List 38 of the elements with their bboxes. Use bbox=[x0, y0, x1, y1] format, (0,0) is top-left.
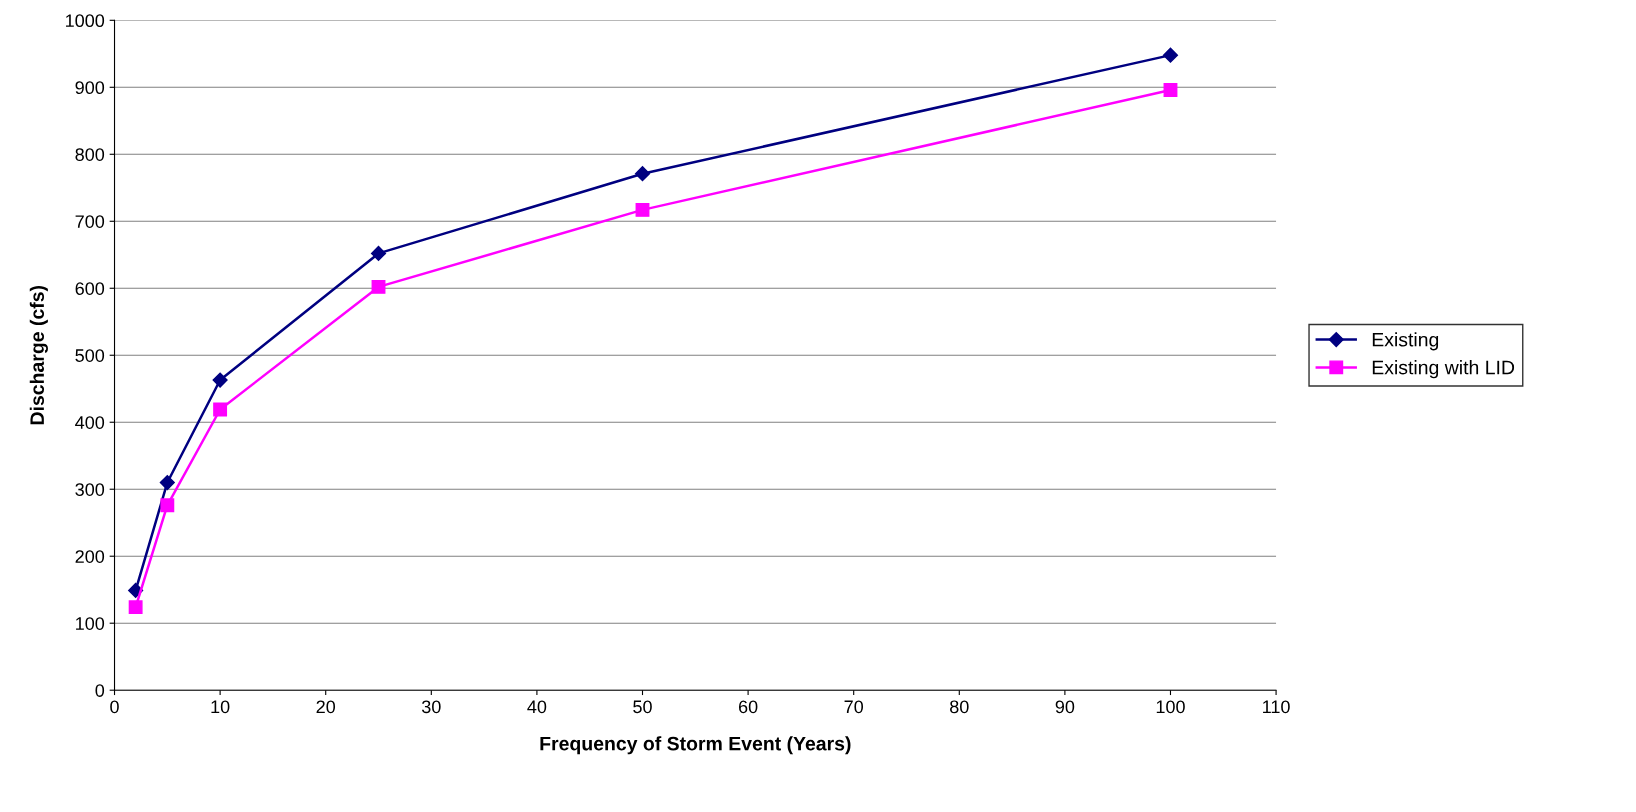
x-tick-label: 70 bbox=[844, 700, 864, 714]
point bbox=[371, 279, 386, 294]
y-tick-label: 1000 bbox=[66, 14, 105, 28]
x-tick-label: 40 bbox=[527, 700, 547, 714]
y-tick-label: 800 bbox=[75, 148, 105, 161]
point bbox=[160, 498, 175, 513]
point bbox=[128, 600, 143, 615]
legend-label: Existing bbox=[1372, 332, 1439, 351]
y-tick-label: 600 bbox=[75, 282, 105, 295]
y-axis-title: Discharge (cfs) bbox=[29, 285, 48, 425]
x-tick-label: 80 bbox=[950, 700, 969, 714]
x-tick-label: 20 bbox=[316, 700, 336, 714]
point bbox=[1163, 83, 1178, 97]
x-tick-label: 10 bbox=[211, 700, 230, 714]
point bbox=[1162, 47, 1179, 63]
legend-label: Existing with LID bbox=[1372, 360, 1515, 379]
y-tick-label: 700 bbox=[75, 215, 105, 228]
x-axis-title: Frequency of Storm Event (Years) bbox=[540, 736, 851, 755]
point bbox=[370, 245, 387, 261]
point bbox=[213, 402, 228, 417]
y-tick-label: 300 bbox=[75, 483, 105, 496]
x-tick-label: 60 bbox=[738, 700, 758, 714]
y-tick-label: 100 bbox=[76, 617, 105, 630]
y-tick-label: 400 bbox=[75, 416, 105, 429]
x-tick-label: 0 bbox=[110, 700, 119, 714]
point bbox=[212, 372, 228, 388]
point bbox=[635, 202, 650, 217]
x-tick-label: 90 bbox=[1055, 700, 1075, 714]
x-tick-label: 30 bbox=[421, 700, 441, 714]
x-tick-label: 100 bbox=[1156, 700, 1185, 714]
y-tick-label: 900 bbox=[75, 81, 105, 95]
y-tick-label: 500 bbox=[75, 349, 105, 362]
y-tick-label: 200 bbox=[75, 550, 105, 563]
point bbox=[159, 474, 175, 491]
y-tick-label: 0 bbox=[95, 684, 105, 697]
point bbox=[634, 166, 651, 182]
x-tick-label: 110 bbox=[1263, 700, 1290, 714]
x-tick-label: 50 bbox=[633, 700, 652, 714]
